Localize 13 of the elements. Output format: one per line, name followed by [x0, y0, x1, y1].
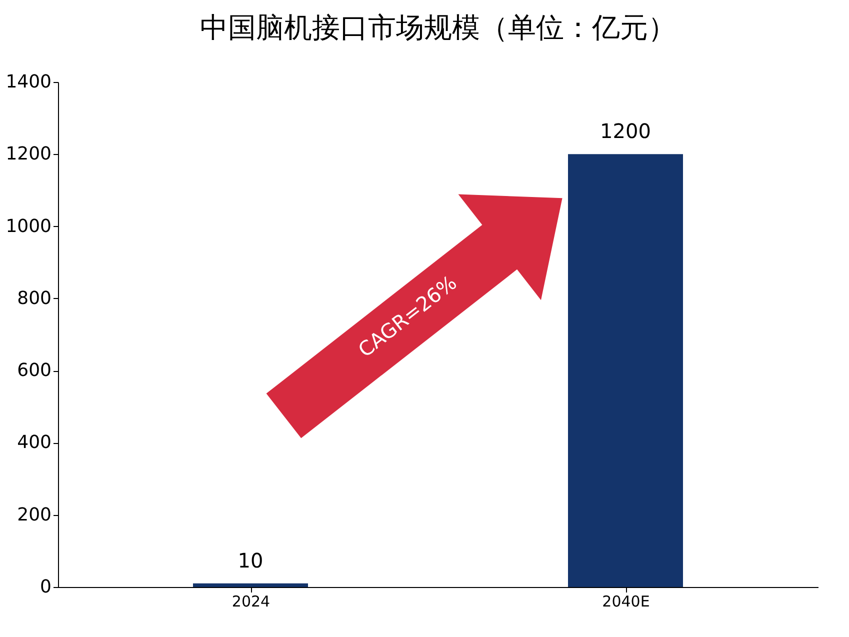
x-tick-label: 2024	[232, 592, 270, 610]
y-tick-label: 200	[17, 504, 52, 526]
y-tick-label: 600	[17, 360, 52, 382]
chart-title: 中国脑机接口市场规模（单位：亿元）	[200, 11, 676, 44]
y-tick-label: 0	[40, 576, 52, 598]
y-tick-label: 1200	[6, 144, 52, 165]
y-tick-label: 1000	[6, 216, 52, 237]
data-label: 1200	[600, 119, 651, 144]
y-tick-label: 800	[17, 288, 52, 309]
data-label: 10	[238, 548, 264, 572]
y-tick-label: 400	[17, 432, 52, 454]
x-tick-label: 2040E	[602, 592, 650, 610]
y-tick-label: 1400	[6, 72, 52, 92]
